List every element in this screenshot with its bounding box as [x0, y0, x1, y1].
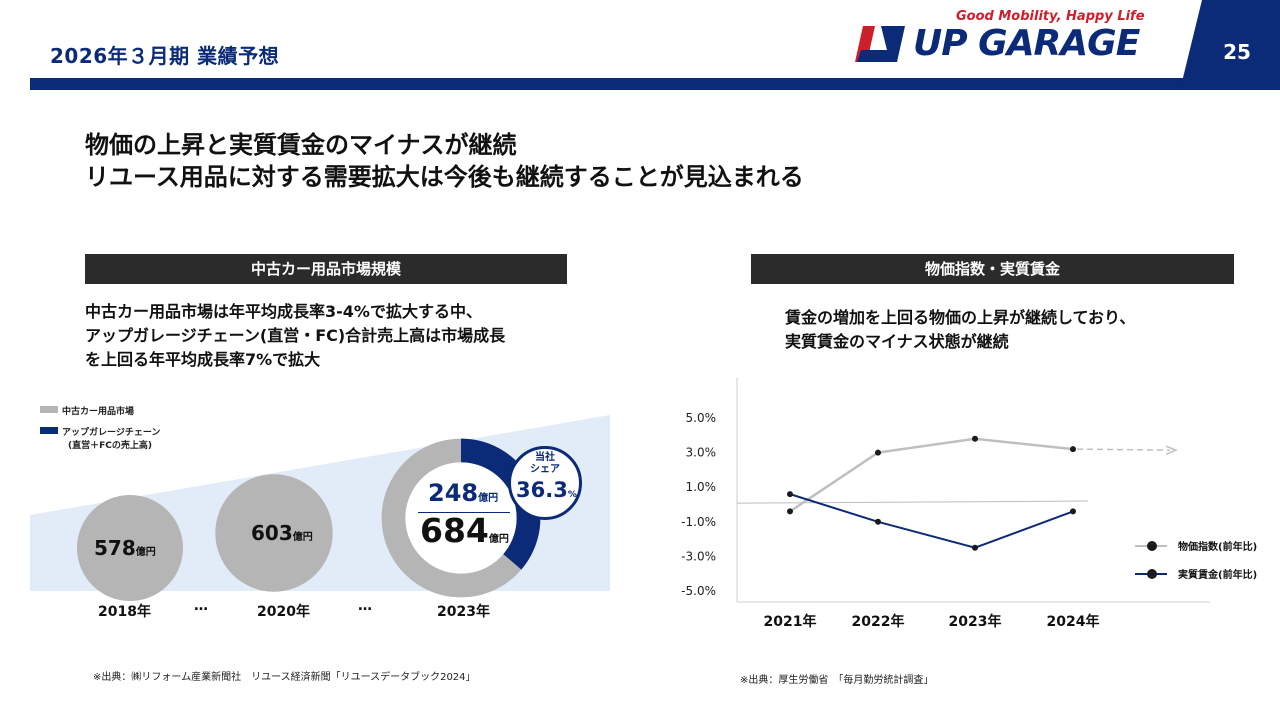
- market-value-2020: 603億円: [251, 521, 313, 545]
- chain-value-2023: 248億円: [428, 479, 498, 507]
- brand-tagline: Good Mobility, Happy Life: [956, 9, 1145, 24]
- x-tick-label: 2023年: [949, 613, 1002, 630]
- data-point: [1070, 508, 1076, 515]
- y-tick-label: 1.0%: [686, 480, 717, 494]
- y-tick-label: -3.0%: [681, 549, 716, 563]
- x-tick-label: 2024年: [1047, 613, 1100, 630]
- data-point: [787, 508, 793, 515]
- x-tick-label: 2021年: [764, 613, 817, 630]
- description-line: を上回る年平均成長率7%で拡大: [85, 350, 321, 369]
- market-size-description: 中古カー用品市場は年平均成長率3-4%で拡大する中、 アップガレージチェーン(直…: [85, 300, 505, 372]
- ellipsis: …: [194, 598, 208, 614]
- category-label-2020: 2020年: [257, 604, 310, 620]
- description-line: 賃金の増加を上回る物価の上昇が継続しており、: [785, 308, 1136, 327]
- header-rule: [30, 78, 1280, 90]
- description-line: 中古カー用品市場は年平均成長率3-4%で拡大する中、: [85, 302, 482, 321]
- y-tick-label: 5.0%: [686, 411, 717, 425]
- y-tick-label: -5.0%: [681, 584, 716, 598]
- series-line-real-wage: [789, 493, 1074, 549]
- ellipsis: …: [358, 598, 372, 614]
- share-badge-value: 36.3%: [516, 478, 577, 502]
- legend-swatch-chain: [40, 427, 58, 434]
- market-value-2023: 684億円: [420, 511, 509, 550]
- legend-label-chain: アップガレージチェーン: [62, 428, 161, 438]
- data-point: [875, 449, 881, 456]
- legend-marker: [1147, 541, 1157, 551]
- trend-dashed-line: [1076, 448, 1171, 451]
- price-wage-description: 賃金の増加を上回る物価の上昇が継続しており、 実質賃金のマイナス状態が継続: [785, 306, 1135, 354]
- zero-line: [736, 500, 1089, 504]
- value-number: 248: [428, 479, 479, 507]
- share-unit: %: [567, 490, 577, 500]
- headline-line-1: 物価の上昇と実質賃金のマイナスが継続: [85, 131, 517, 159]
- data-point: [875, 518, 881, 525]
- page-number: 25: [1223, 40, 1251, 64]
- value-unit: 億円: [488, 534, 509, 545]
- value-unit: 億円: [292, 532, 313, 543]
- value-number: 603: [251, 521, 293, 545]
- value-number: 578: [94, 536, 136, 560]
- market-circle-2018年: [77, 495, 183, 601]
- value-number: 684: [420, 511, 489, 550]
- data-point: [787, 491, 793, 498]
- headline-line-2: リユース用品に対する需要拡大は今後も継続することが見込まれる: [85, 163, 804, 191]
- share-number: 36.3: [516, 478, 568, 502]
- legend-marker: [1147, 569, 1157, 579]
- data-point: [972, 435, 978, 442]
- legend-label: 物価指数(前年比): [1178, 540, 1257, 553]
- category-label-2018: 2018年: [98, 604, 151, 620]
- y-tick-label: -1.0%: [681, 515, 716, 529]
- category-label-2023: 2023年: [437, 604, 490, 620]
- market-size-section-header: 中古カー用品市場規模: [85, 254, 567, 284]
- legend-note-chain: (直営＋FCの売上高): [68, 441, 152, 451]
- data-point: [972, 544, 978, 551]
- trend-arrow-icon: [1165, 445, 1179, 455]
- description-line: 実質賃金のマイナス状態が継続: [785, 332, 1009, 351]
- logo-mark-icon: [855, 26, 905, 62]
- price-wage-source-note: ※出典：厚生労働省 「毎月勤労統計調査」: [740, 675, 934, 686]
- x-tick-label: 2022年: [852, 613, 905, 630]
- market-source-note: ※出典：㈱リフォーム産業新聞社 リユース経済新聞「リユースデータブック2024」: [93, 672, 476, 683]
- y-tick-label: 3.0%: [686, 446, 717, 460]
- market-circle-2020年: [215, 474, 333, 592]
- value-unit: 億円: [135, 547, 156, 558]
- value-unit: 億円: [478, 493, 499, 504]
- share-badge: [508, 446, 582, 520]
- legend-label-market: 中古カー用品市場: [62, 407, 135, 417]
- value-divider: [418, 512, 510, 513]
- share-badge-label: 当社 シェア: [530, 452, 560, 475]
- data-point: [1070, 446, 1076, 453]
- ring-center: [405, 462, 517, 574]
- page-title: 2026年３月期 業績予想: [50, 44, 280, 68]
- legend-swatch-market: [40, 406, 58, 413]
- legend-label: 実質賃金(前年比): [1178, 568, 1257, 581]
- series-line-price-index: [789, 437, 1074, 513]
- market-value-2018: 578億円: [94, 536, 156, 560]
- description-line: アップガレージチェーン(直営・FC)合計売上高は市場成長: [85, 326, 506, 345]
- price-wage-line-chart: 5.0% 3.0% 1.0% -1.0% -3.0% -5.0% 2021年 2022年 202…: [681, 378, 1257, 630]
- price-wage-section-header: 物価指数・実質賃金: [751, 254, 1234, 284]
- brand-logo: UP GARAGE: [913, 23, 1140, 64]
